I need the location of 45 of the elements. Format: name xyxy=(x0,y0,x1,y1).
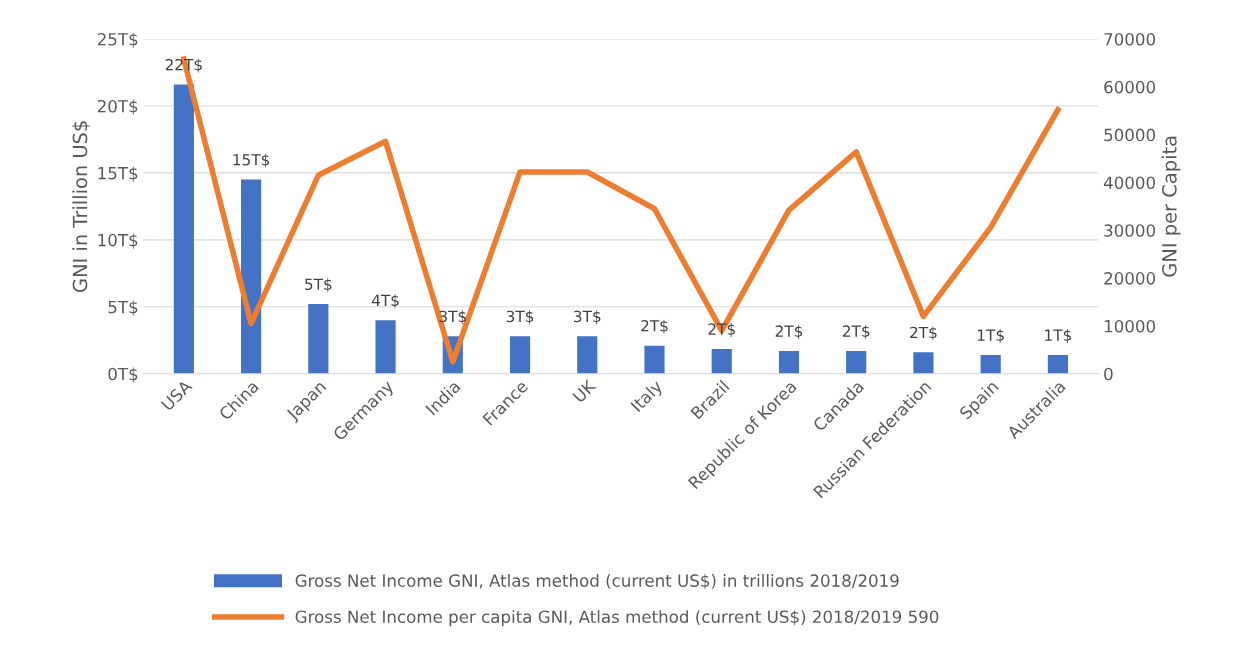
bar xyxy=(509,336,531,374)
data-label: 2T$ xyxy=(910,326,937,341)
y-tick-label: 0T$ xyxy=(108,367,138,383)
data-label: 2T$ xyxy=(842,325,870,339)
data-label: 1T$ xyxy=(1045,329,1072,343)
y2-tick-label: 70000 xyxy=(1104,32,1156,46)
bar xyxy=(980,355,1001,374)
bar xyxy=(241,179,262,374)
x-tick-label: USA xyxy=(160,378,193,412)
bar xyxy=(778,350,800,374)
bar xyxy=(173,84,194,374)
y2-tick-label: 40000 xyxy=(1103,176,1156,190)
legend-label: Gross Net Income GNI, Atlas method (current US$) in trillions 2018/2019 xyxy=(295,574,899,590)
data-label: 5T$ xyxy=(305,278,332,293)
y2-tick-label: 50000 xyxy=(1104,128,1156,142)
data-label: 2T$ xyxy=(775,325,803,339)
y2-tick-label: 60000 xyxy=(1104,80,1156,94)
y-tick-label: 10T$ xyxy=(98,233,138,249)
y2-tick-label: 0 xyxy=(1104,367,1113,381)
y2-tick-label: 10000 xyxy=(1104,319,1156,333)
bar xyxy=(913,352,934,374)
y2-tick-label: 20000 xyxy=(1104,272,1156,285)
y-tick-label: 15T$ xyxy=(98,166,138,182)
bar xyxy=(644,345,665,374)
y-axis-title: GNI in Trillion US$ xyxy=(72,121,90,292)
legend-label: Gross Net Income per capita GNI, Atlas method (current US$) 2018/2019 590 xyxy=(295,610,939,627)
bar xyxy=(308,304,329,374)
bar xyxy=(711,348,732,374)
y-tick-label: 25T$ xyxy=(97,32,138,48)
data-label: 1T$ xyxy=(977,329,1004,343)
bar xyxy=(375,320,396,374)
bar xyxy=(846,350,867,374)
y2-tick-label: 30000 xyxy=(1104,224,1156,237)
data-label: 4T$ xyxy=(371,294,399,309)
y-tick-label: 5T$ xyxy=(108,300,138,316)
data-label: 2T$ xyxy=(708,323,735,337)
y-tick-label: 20T$ xyxy=(97,99,138,115)
data-label: 3T$ xyxy=(506,310,534,325)
y2-axis-title: GNI per Capita xyxy=(1161,136,1181,277)
x-tick-label: UK xyxy=(572,378,597,404)
bar xyxy=(1047,355,1068,374)
bar xyxy=(577,336,598,374)
data-label: 3T$ xyxy=(574,310,601,325)
data-label: 2T$ xyxy=(641,319,668,334)
data-label: 15T$ xyxy=(233,153,270,168)
